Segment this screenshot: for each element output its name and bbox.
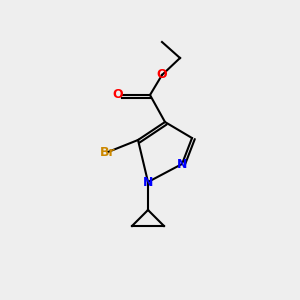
Text: Br: Br: [100, 146, 116, 158]
Text: O: O: [157, 68, 167, 82]
Text: O: O: [113, 88, 123, 101]
Text: N: N: [177, 158, 187, 170]
Text: N: N: [143, 176, 153, 188]
